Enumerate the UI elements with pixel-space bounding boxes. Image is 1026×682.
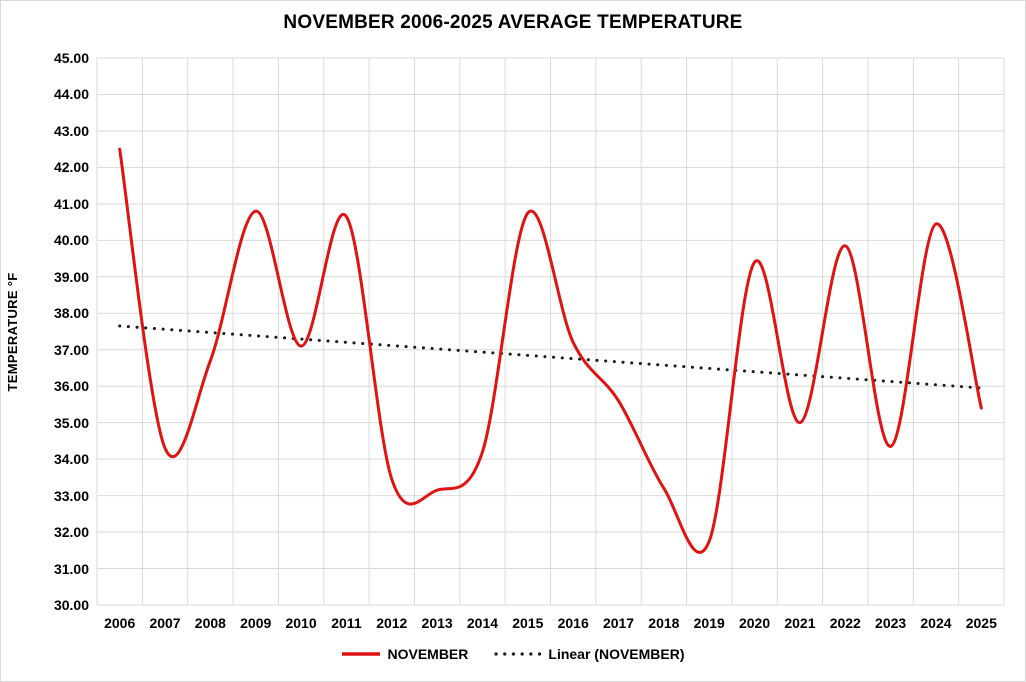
y-tick-label: 35.00: [53, 414, 89, 431]
x-tick-label: 2022: [829, 615, 861, 631]
x-tick-label: 2024: [920, 615, 952, 631]
x-tick-label: 2013: [421, 615, 453, 631]
x-tick-label: 2017: [602, 615, 635, 631]
x-tick-label: 2016: [557, 615, 589, 631]
x-tick-label: 2018: [648, 615, 680, 631]
x-tick-label: 2020: [738, 615, 771, 631]
y-tick-label: 31.00: [53, 560, 89, 577]
x-tick-label: 2023: [875, 615, 907, 631]
x-tick-label: 2012: [376, 615, 408, 631]
x-tick-label: 2008: [194, 615, 226, 631]
x-tick-label: 2010: [285, 615, 317, 631]
november-line-icon: [342, 652, 381, 656]
y-tick-label: 38.00: [53, 305, 89, 322]
x-tick-label: 2015: [512, 615, 544, 631]
y-tick-label: 33.00: [53, 487, 89, 504]
y-tick-label: 37.00: [53, 341, 89, 358]
y-tick-label: 32.00: [53, 524, 89, 541]
x-tick-label: 2006: [104, 615, 136, 631]
y-tick-label: 43.00: [53, 122, 89, 139]
y-tick-label: 36.00: [53, 378, 89, 395]
november-temperature-line: [118, 147, 983, 554]
x-tick-label: 2007: [149, 615, 181, 631]
legend-label-linear: Linear (NOVEMBER): [548, 646, 685, 662]
x-tick-label: 2019: [693, 615, 725, 631]
y-tick-label: 34.00: [53, 451, 89, 468]
x-tick-label: 2009: [240, 615, 272, 631]
y-tick-label: 44.00: [53, 86, 89, 103]
legend: NOVEMBER Linear (NOVEMBER): [1, 646, 1025, 662]
x-tick-label: 2025: [965, 615, 997, 631]
y-tick-label: 40.00: [53, 232, 89, 249]
chart-title: NOVEMBER 2006-2025 AVERAGE TEMPERATURE: [283, 12, 743, 33]
x-tick-label: 2011: [331, 615, 362, 631]
linear-trend-line-icon: [494, 652, 542, 656]
y-tick-label: 45.00: [53, 50, 89, 66]
y-tick-label: 30.00: [53, 597, 89, 613]
legend-label-november: NOVEMBER: [387, 646, 469, 662]
y-tick-label: 41.00: [53, 195, 89, 212]
legend-item-november: NOVEMBER: [341, 646, 468, 662]
x-tick-label: 2021: [784, 615, 816, 631]
x-tick-label: 2014: [466, 615, 499, 631]
y-tick-label: 42.00: [53, 159, 89, 176]
legend-item-linear: Linear (NOVEMBER): [494, 646, 685, 662]
y-tick-label: 39.00: [53, 268, 89, 285]
